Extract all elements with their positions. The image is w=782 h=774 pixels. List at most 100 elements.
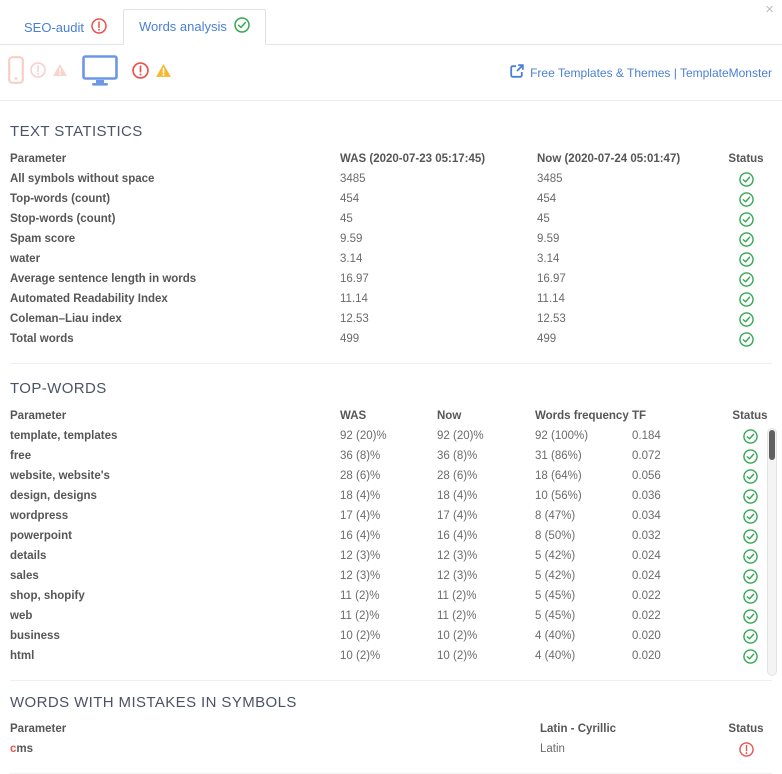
row-tf-value: 0.032 — [632, 530, 661, 542]
column-header-status: Status — [732, 410, 768, 422]
mistakes-header-row: Parameter Latin - Cyrillic Status — [10, 719, 772, 739]
check-circle-icon — [720, 251, 772, 267]
row-tf-value: 0.020 — [632, 630, 661, 642]
text-statistics-section: TEXT STATISTICS Parameter WAS (2020-07-2… — [0, 123, 782, 364]
row-parameter: web — [10, 610, 33, 622]
row-was-value: 28 (6)% — [340, 470, 381, 482]
row-now-value: 28 (6)% — [437, 470, 478, 482]
row-tf-value: 0.056 — [632, 470, 661, 482]
check-circle-icon — [720, 291, 772, 307]
tab-words-analysis[interactable]: Words analysis — [122, 9, 266, 45]
table-row: powerpoint 16 (4)% 16 (4)% 8 (50%) 0.032 — [10, 526, 772, 546]
row-parameter: template, templates — [10, 430, 118, 442]
vertical-scrollbar[interactable] — [767, 428, 777, 676]
check-circle-icon — [720, 331, 772, 347]
column-header-words-frequency: Words frequency — [535, 410, 629, 422]
row-now-value: 12.53 — [537, 313, 566, 325]
row-now-value: 11 (2)% — [437, 590, 477, 602]
check-circle-icon — [728, 468, 772, 484]
row-was-value: 11 (2)% — [340, 590, 380, 602]
text-statistics-header-row: Parameter WAS (2020-07-23 05:17:45) Now … — [10, 149, 772, 169]
table-row: water 3.14 3.14 — [10, 249, 772, 269]
check-circle-icon — [720, 171, 772, 187]
word-rest: ms — [16, 743, 34, 755]
scrollbar-thumb[interactable] — [769, 430, 775, 460]
table-row: Automated Readability Index 11.14 11.14 — [10, 289, 772, 309]
column-header-now: Now (2020-07-24 05:01:47) — [537, 153, 681, 165]
table-row: Top-words (count) 454 454 — [10, 189, 772, 209]
row-was-value: 11.14 — [340, 293, 368, 305]
row-was-value: 11 (2)% — [340, 610, 380, 622]
row-parameter: website, website's — [10, 470, 110, 482]
toolbar: Free Templates & Themes | TemplateMonste… — [0, 45, 782, 101]
row-parameter: Spam score — [10, 233, 76, 245]
row-was-value: 45 — [340, 213, 353, 225]
close-icon[interactable]: × — [765, 1, 774, 18]
mistakes-title: WORDS WITH MISTAKES IN SYMBOLS — [10, 694, 297, 711]
row-was-value: 36 (8)% — [340, 450, 381, 462]
row-now-value: 92 (20)% — [437, 430, 484, 442]
row-parameter: Average sentence length in words — [10, 273, 197, 285]
check-circle-icon — [720, 271, 772, 287]
row-frequency-value: 31 (86%) — [535, 450, 582, 462]
row-now-value: 17 (4)% — [437, 510, 478, 522]
table-row: shop, shopify 11 (2)% 11 (2)% 5 (45%) 0.… — [10, 586, 772, 606]
row-parameter: powerpoint — [10, 530, 72, 542]
section-divider — [10, 680, 772, 681]
table-row: free 36 (8)% 36 (8)% 31 (86%) 0.072 — [10, 446, 772, 466]
section-divider — [10, 363, 772, 364]
tab-words-analysis-label: Words analysis — [138, 19, 227, 34]
top-words-section: TOP-WORDS Parameter WAS Now Words freque… — [0, 380, 782, 681]
row-now-value: 11.14 — [537, 293, 565, 305]
row-now-value: 9.59 — [537, 233, 560, 245]
row-was-value: 12 (3)% — [340, 550, 381, 562]
row-frequency-value: 10 (56%) — [535, 490, 582, 502]
table-row: design, designs 18 (4)% 18 (4)% 10 (56%)… — [10, 486, 772, 506]
row-parameter: cms — [10, 743, 540, 755]
column-header-parameter: Parameter — [10, 723, 67, 735]
row-frequency-value: 8 (50%) — [535, 530, 576, 542]
table-row: details 12 (3)% 12 (3)% 5 (42%) 0.024 — [10, 546, 772, 566]
text-statistics-title: TEXT STATISTICS — [10, 123, 143, 140]
check-circle-icon — [720, 231, 772, 247]
tab-seo-audit[interactable]: SEO-audit — [8, 10, 123, 45]
row-was-value: 9.59 — [340, 233, 363, 245]
exclamation-circle-icon-faded — [30, 62, 46, 83]
template-monster-link[interactable]: Free Templates & Themes | TemplateMonste… — [510, 64, 772, 81]
table-row: All symbols without space 3485 3485 — [10, 169, 772, 189]
check-circle-icon — [720, 211, 772, 227]
exclamation-circle-icon — [91, 18, 107, 37]
exclamation-circle-icon — [720, 741, 772, 757]
check-circle-icon — [720, 191, 772, 207]
row-now-value: 36 (8)% — [437, 450, 478, 462]
table-row: Total words 499 499 — [10, 329, 772, 349]
row-parameter: sales — [10, 570, 39, 582]
row-parameter: Stop-words (count) — [10, 213, 116, 225]
row-tf-value: 0.024 — [632, 550, 661, 562]
check-circle-icon — [234, 17, 250, 36]
row-now-value: 3485 — [537, 173, 563, 185]
mistakes-section: WORDS WITH MISTAKES IN SYMBOLS Parameter… — [0, 694, 782, 774]
text-statistics-rows: All symbols without space 3485 3485 Top-… — [10, 169, 772, 349]
check-circle-icon — [728, 568, 772, 584]
mobile-icon[interactable] — [8, 56, 24, 89]
row-frequency-value: 4 (40%) — [535, 630, 576, 642]
row-was-value: 454 — [340, 193, 360, 205]
row-frequency-value: 92 (100%) — [535, 430, 589, 442]
column-header-status: Status — [728, 153, 764, 165]
column-header-status: Status — [728, 723, 764, 735]
table-row: cms Latin — [10, 739, 772, 759]
exclamation-circle-icon — [132, 61, 149, 84]
row-was-value: 12 (3)% — [340, 570, 381, 582]
row-parameter: Top-words (count) — [10, 193, 111, 205]
desktop-icon[interactable] — [82, 54, 118, 91]
row-frequency-value: 8 (47%) — [535, 510, 576, 522]
row-parameter: Automated Readability Index — [10, 293, 168, 305]
check-circle-icon — [728, 528, 772, 544]
row-parameter: Total words — [10, 333, 74, 345]
row-parameter: All symbols without space — [10, 173, 155, 185]
row-tf-value: 0.022 — [632, 590, 661, 602]
table-row: sales 12 (3)% 12 (3)% 5 (42%) 0.024 — [10, 566, 772, 586]
check-circle-icon — [728, 448, 772, 464]
error-character: c — [10, 743, 17, 755]
